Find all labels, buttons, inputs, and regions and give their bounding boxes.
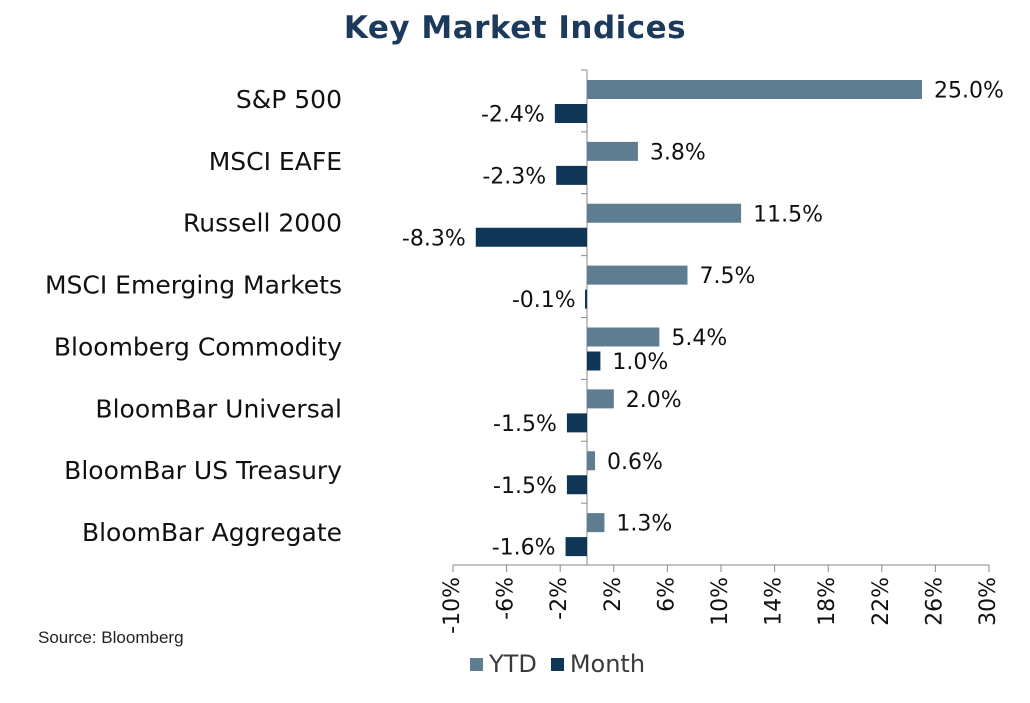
bar-month [566,413,587,433]
bar-month [475,227,587,247]
data-label-month: -1.6% [492,536,556,561]
x-tick-label: -2% [547,577,572,620]
legend-item-month: Month [550,650,646,678]
x-tick-label: 26% [922,577,947,626]
category-label: S&P 500 [236,85,342,114]
bar-month [556,165,587,185]
data-label-ytd: 3.8% [650,140,706,165]
source-note: Source: Bloomberg [38,628,184,647]
data-label-ytd: 2.0% [626,388,682,413]
x-tick-label: 2% [601,577,626,612]
category-label: BloomBar Universal [95,394,342,423]
data-label-month: 1.0% [612,350,668,375]
bar-ytd [587,451,596,471]
data-label-month: -2.4% [481,103,545,128]
chart-legend: YTD Month [470,650,659,678]
category-label: MSCI Emerging Markets [45,271,342,300]
legend-swatch-ytd [470,657,483,671]
data-label-month: -0.1% [512,288,576,313]
x-tick-label: 22% [869,577,894,626]
x-tick-label: 30% [976,577,1001,626]
bar-month [565,537,587,557]
category-label: Russell 2000 [183,209,342,238]
data-label-ytd: 1.3% [616,512,672,537]
bar-ytd [587,80,922,99]
data-label-ytd: 25.0% [934,79,1004,104]
legend-swatch-month [550,657,564,671]
data-label-ytd: 11.5% [753,202,823,227]
legend-label-month: Month [569,650,646,678]
category-label: Bloomberg Commodity [54,332,342,361]
data-label-month: -1.5% [493,412,557,437]
legend-label-ytd: YTD [489,650,537,678]
x-tick-label: -10% [440,577,465,634]
data-label-ytd: 0.6% [607,450,663,475]
bar-month [566,475,587,495]
category-label: BloomBar Aggregate [82,518,342,547]
x-tick-label: 10% [708,577,733,626]
bar-ytd [587,203,742,223]
bar-month [554,104,587,123]
legend-item-ytd: YTD [470,650,537,678]
x-tick-label: 6% [654,577,679,612]
bar-ytd [587,141,638,161]
bar-month [587,351,601,371]
category-label: MSCI EAFE [209,147,342,176]
x-tick-label: -6% [494,577,519,620]
bar-month [585,289,587,309]
data-label-ytd: 5.4% [671,326,727,351]
data-label-ytd: 7.5% [700,264,756,289]
data-label-month: -2.3% [482,164,546,189]
bar-ytd [587,513,605,533]
bar-ytd [587,327,660,347]
x-tick-label: 14% [762,577,787,626]
bar-ytd [587,389,614,409]
chart-title: Key Market Indices [343,10,687,46]
x-tick-label: 18% [815,577,840,626]
data-label-month: -8.3% [402,226,466,251]
category-label: BloomBar US Treasury [64,456,342,485]
bar-ytd [587,265,688,285]
data-label-month: -1.5% [493,474,557,499]
